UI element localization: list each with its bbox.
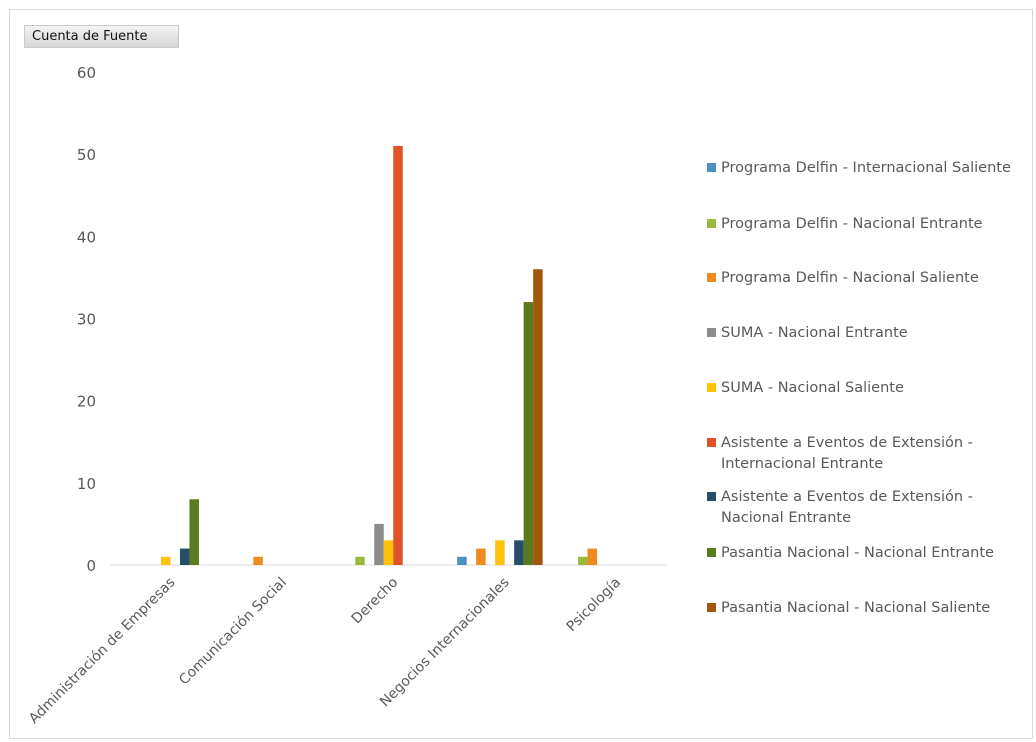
legend-label: Programa Delfin - Nacional Entrante bbox=[721, 216, 983, 232]
legend-swatch bbox=[707, 383, 716, 392]
x-tick-label: Psicología bbox=[564, 575, 624, 635]
bar bbox=[533, 269, 543, 565]
y-tick-label: 0 bbox=[86, 557, 96, 575]
bar bbox=[495, 540, 505, 565]
legend-label: Pasantia Nacional - Nacional Entrante bbox=[721, 545, 994, 561]
bar bbox=[587, 548, 598, 565]
bar bbox=[374, 523, 384, 565]
y-tick-label: 40 bbox=[77, 228, 96, 246]
legend-swatch bbox=[707, 163, 716, 172]
legend-item: Asistente a Eventos de Extensión - Inter… bbox=[707, 433, 1032, 475]
legend-swatch bbox=[707, 548, 716, 557]
legend-item: Programa Delfin - Nacional Entrante bbox=[707, 214, 1032, 235]
bar bbox=[578, 556, 588, 565]
y-tick-label: 50 bbox=[77, 146, 96, 164]
bar bbox=[160, 556, 171, 565]
legend-label: Programa Delfin - Internacional Saliente bbox=[721, 160, 1011, 176]
legend-item: Programa Delfin - Internacional Saliente bbox=[707, 158, 1032, 179]
bar bbox=[514, 540, 524, 565]
legend-label: Pasantia Nacional - Nacional Saliente bbox=[721, 600, 991, 616]
y-tick-label: 10 bbox=[77, 475, 96, 493]
legend-swatch bbox=[707, 438, 716, 447]
bar bbox=[457, 556, 467, 565]
legend-item: Asistente a Eventos de Extensión - Nacio… bbox=[707, 487, 1032, 529]
bar bbox=[383, 540, 394, 565]
legend-swatch bbox=[707, 273, 716, 282]
bar bbox=[393, 145, 403, 565]
legend-label: SUMA - Nacional Entrante bbox=[721, 325, 908, 341]
legend-label: Programa Delfin - Nacional Saliente bbox=[721, 270, 979, 286]
legend-swatch bbox=[707, 492, 716, 501]
legend-item: SUMA - Nacional Entrante bbox=[707, 323, 1032, 344]
legend-item: Pasantia Nacional - Nacional Saliente bbox=[707, 598, 1032, 619]
x-tick-label: Derecho bbox=[349, 575, 402, 628]
bar bbox=[189, 499, 199, 565]
y-tick-label: 20 bbox=[77, 393, 96, 411]
legend-label: Asistente a Eventos de Extensión - Nacio… bbox=[721, 489, 973, 526]
bar bbox=[179, 548, 190, 565]
legend-item: SUMA - Nacional Saliente bbox=[707, 378, 1032, 399]
legend-item: Programa Delfin - Nacional Saliente bbox=[707, 268, 1032, 289]
x-tick-label: Negocios Internacionales bbox=[377, 575, 513, 711]
bar bbox=[253, 556, 263, 565]
legend-item: Pasantia Nacional - Nacional Entrante bbox=[707, 543, 1032, 564]
bar bbox=[476, 548, 486, 565]
y-tick-label: 30 bbox=[77, 311, 96, 329]
legend-swatch bbox=[707, 219, 716, 228]
legend-label: SUMA - Nacional Saliente bbox=[721, 380, 904, 396]
legend-swatch bbox=[707, 328, 716, 337]
chart-area bbox=[9, 9, 1033, 739]
x-tick-label: Comunicación Social bbox=[176, 575, 290, 689]
legend-swatch bbox=[707, 603, 716, 612]
x-tick-label: Administración de Empresas bbox=[26, 575, 178, 727]
field-button[interactable]: Cuenta de Fuente bbox=[24, 25, 179, 48]
bar bbox=[355, 556, 365, 565]
legend-label: Asistente a Eventos de Extensión - Inter… bbox=[721, 435, 973, 472]
bar bbox=[523, 302, 534, 565]
y-tick-label: 60 bbox=[77, 64, 96, 82]
